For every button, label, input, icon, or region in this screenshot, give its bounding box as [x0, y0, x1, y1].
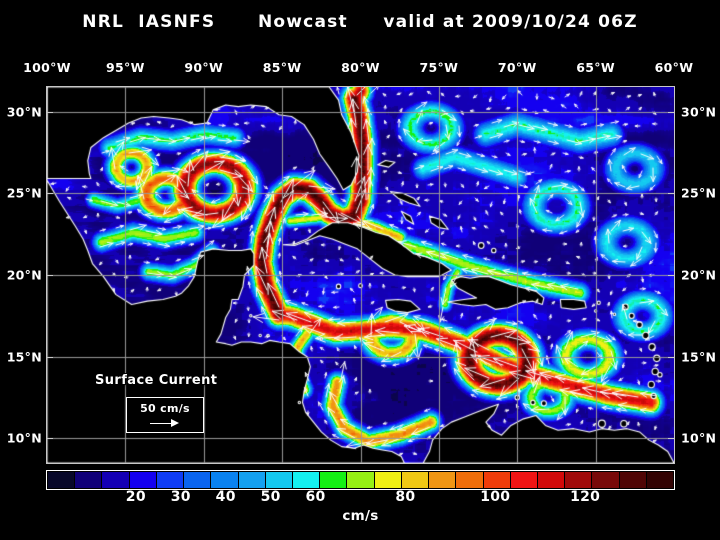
lat-tick-label: 15°N: [681, 349, 717, 365]
colorbar-unit-label: cm/s: [342, 508, 379, 524]
lat-tick-label: 15°N: [6, 349, 42, 365]
colorbar-tick-label: 40: [215, 489, 236, 505]
axis-tick-mark: [47, 111, 53, 113]
colorbar-swatch: [238, 472, 265, 488]
lon-tick-label: 90°W: [184, 60, 224, 75]
latitude-axis-left: 30°N 25°N 20°N 15°N 10°N: [0, 0, 46, 540]
lat-tick-label: 25°N: [681, 185, 717, 201]
colorbar-tick-label: 100: [480, 489, 511, 505]
lon-tick-label: 80°W: [341, 60, 380, 75]
colorbar-swatch: [483, 472, 510, 488]
lon-tick-label: 85°W: [262, 60, 302, 75]
axis-tick-mark: [668, 111, 674, 113]
axis-tick-mark: [47, 438, 53, 440]
colorbar-tick-label: 80: [395, 489, 416, 505]
lat-tick-label: 20°N: [6, 267, 42, 283]
axis-tick-mark: [47, 193, 53, 195]
page-title: NRL IASNFS Nowcast valid at 2009/10/24 0…: [82, 12, 638, 32]
colorbar-swatch: [211, 472, 238, 488]
colorbar-swatch: [75, 472, 102, 488]
lon-tick-label: 60°W: [654, 60, 694, 75]
colorbar-tick-label: 20: [125, 489, 146, 505]
colorbar-swatch: [401, 472, 429, 488]
axis-tick-mark: [668, 193, 674, 195]
lon-tick-label: 65°W: [576, 60, 615, 75]
colorbar-swatch: [565, 472, 592, 488]
lat-tick-label: 30°N: [681, 104, 717, 120]
colorbar-tick-labels: 20 30 40 50 60 80 100 120: [46, 489, 675, 509]
colorbar-tick-label: 50: [260, 489, 281, 505]
colorbar-swatch: [102, 472, 129, 488]
colorbar-swatch: [347, 472, 374, 488]
longitude-axis-top: 100°W 95°W 90°W 85°W 80°W 75°W 70°W 65°W 60°W: [23, 58, 693, 78]
colorbar-swatch: [292, 472, 320, 488]
colorbar-swatches: [46, 470, 675, 490]
latitude-axis-right: 30°N 25°N 20°N 15°N 10°N: [678, 0, 720, 540]
lat-tick-label: 25°N: [6, 185, 42, 201]
colorbar-tick-label: 30: [170, 489, 191, 505]
colorbar-swatch: [510, 472, 537, 488]
colorbar-swatch: [129, 472, 156, 488]
colorbar-tick-label: 60: [305, 489, 326, 505]
colorbar-swatch: [537, 472, 565, 488]
colorbar-swatch: [456, 472, 483, 488]
colorbar-swatch: [429, 472, 456, 488]
colorbar-swatch: [265, 472, 292, 488]
figure-title-bar: NRL IASNFS Nowcast valid at 2009/10/24 0…: [0, 8, 720, 36]
axis-tick-mark: [47, 275, 53, 276]
lon-tick-label: 70°W: [497, 60, 537, 75]
colorbar-swatch: [646, 472, 674, 488]
lat-tick-label: 20°N: [681, 267, 717, 283]
colorbar-tick-label: 120: [570, 489, 601, 505]
lat-tick-label: 30°N: [6, 104, 42, 120]
lon-tick-label: 75°W: [419, 60, 459, 75]
colorbar-swatch: [320, 472, 347, 488]
colorbar-swatch: [184, 472, 211, 488]
colorbar-swatch: [156, 472, 184, 488]
axis-tick-mark: [668, 275, 674, 276]
map-plot-area: [46, 86, 675, 464]
axis-tick-mark: [668, 438, 674, 440]
axis-tick-mark: [668, 356, 674, 358]
lon-tick-label: 100°W: [23, 60, 71, 75]
current-speed-field-canvas: [47, 87, 674, 463]
colorbar: [46, 470, 675, 490]
lon-tick-label: 95°W: [106, 60, 145, 75]
lat-tick-label: 10°N: [6, 430, 42, 446]
colorbar-swatch: [592, 472, 619, 488]
lat-tick-label: 10°N: [681, 430, 717, 446]
colorbar-swatch: [48, 472, 75, 488]
axis-tick-mark: [47, 356, 53, 358]
colorbar-swatch: [374, 472, 401, 488]
colorbar-swatch: [619, 472, 646, 488]
